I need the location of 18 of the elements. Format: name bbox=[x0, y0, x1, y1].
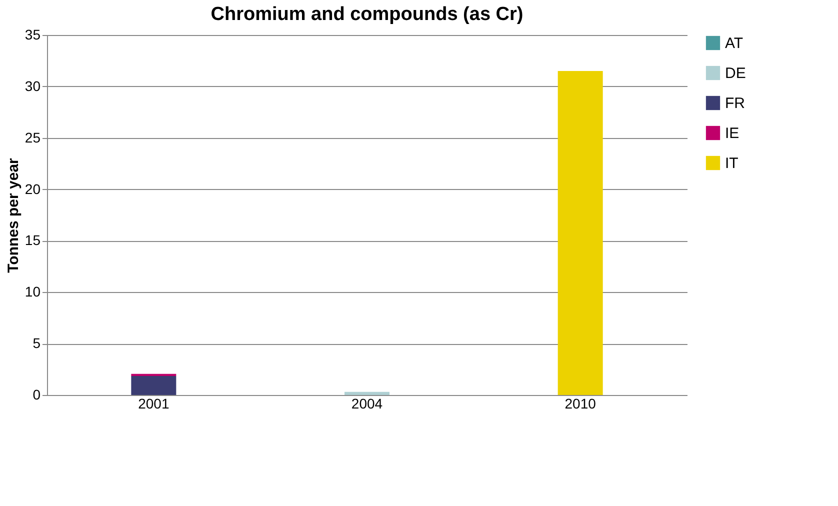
y-tick-label: 30 bbox=[24, 78, 41, 94]
y-tick-label: 35 bbox=[24, 26, 41, 42]
legend-label: DE bbox=[725, 65, 746, 82]
x-tick-label: 2004 bbox=[351, 396, 383, 412]
x-tick-label: 2001 bbox=[138, 396, 170, 412]
y-tick-label: 20 bbox=[24, 180, 41, 197]
x-tick-label: 2010 bbox=[564, 396, 596, 412]
legend-label: AT bbox=[725, 35, 744, 52]
y-tick-label: 5 bbox=[32, 335, 41, 352]
y-tick-label: 0 bbox=[32, 386, 41, 402]
legend-label: IE bbox=[725, 125, 740, 142]
y-tick-label: 10 bbox=[24, 284, 41, 300]
y-tick-label: 25 bbox=[24, 129, 41, 146]
y-tick-label: 15 bbox=[24, 232, 41, 248]
legend-label: IT bbox=[725, 155, 738, 172]
y-axis-title: Tonnes per year bbox=[4, 158, 22, 273]
legend-label: FR bbox=[725, 95, 746, 112]
chart-title: Chromium and compounds (as Cr) bbox=[210, 4, 524, 25]
